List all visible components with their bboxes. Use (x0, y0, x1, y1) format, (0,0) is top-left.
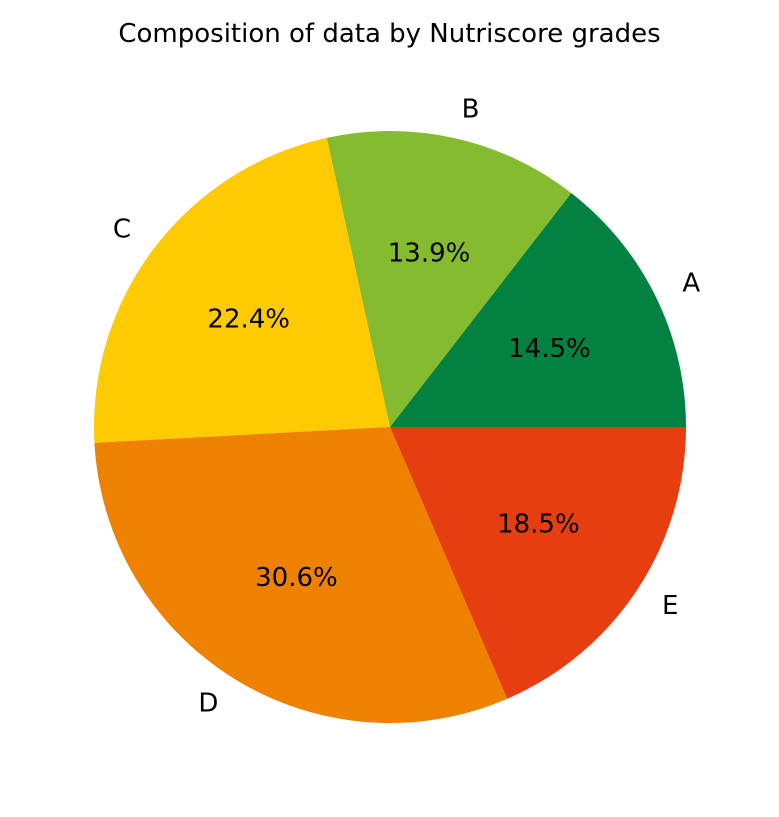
pie-slice-e (390, 427, 686, 699)
slice-label-a: A (682, 269, 700, 299)
pie-slices (94, 131, 686, 724)
pct-label-c: 22.4% (207, 304, 290, 334)
pct-label-b: 13.9% (388, 239, 471, 269)
pct-label-a: 14.5% (508, 334, 591, 364)
slice-label-b: B (462, 94, 480, 124)
slice-label-e: E (662, 591, 678, 621)
pie-slice-b (326, 131, 572, 428)
chart-title: Composition of data by Nutriscore grades (118, 19, 660, 49)
slice-label-d: D (198, 689, 218, 719)
pie-slice-a (390, 192, 686, 427)
pie-labels: A 14.5% B 13.9% C 22.4% D 30.6% E 18.5% (113, 94, 701, 718)
pct-label-d: 30.6% (255, 563, 338, 593)
slice-label-c: C (113, 215, 131, 245)
pie-slice-c (94, 137, 391, 443)
pie-slice-d (94, 427, 508, 724)
pct-label-e: 18.5% (497, 510, 580, 540)
